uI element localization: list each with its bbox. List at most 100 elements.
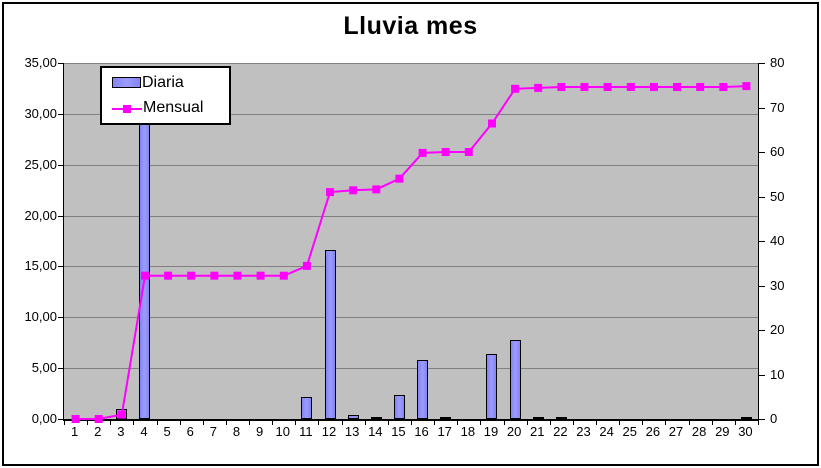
left-axis-tick [58,215,63,217]
x-axis-tick [179,421,181,425]
bar-day-30[interactable] [740,417,752,419]
x-axis-label: 29 [715,424,730,439]
mensual-marker-day-28[interactable] [696,83,705,91]
mensual-marker-day-18[interactable] [464,148,473,156]
mensual-marker-day-7[interactable] [210,271,219,280]
right-axis-label: 80 [770,55,785,70]
x-axis-label: 23 [576,424,591,439]
x-axis-tick [364,421,366,425]
gridline [64,266,758,268]
mensual-marker-day-22[interactable] [557,83,566,91]
mensual-marker-day-25[interactable] [626,83,635,91]
mensual-marker-day-9[interactable] [256,271,265,280]
mensual-marker-day-14[interactable] [372,185,381,194]
mensual-marker-day-6[interactable] [187,271,196,280]
x-axis-label: 7 [209,424,217,439]
bar-day-14[interactable] [370,417,382,419]
x-axis-tick [549,421,551,425]
mensual-marker-day-21[interactable] [534,83,543,92]
x-axis-tick [503,421,505,425]
bar-day-11[interactable] [301,397,313,419]
x-axis-label: 28 [691,424,707,439]
left-axis-label: 35,00 [24,55,57,70]
bar-day-22[interactable] [555,417,567,419]
bar-day-15[interactable] [393,395,405,419]
x-axis-tick [711,421,713,425]
mensual-marker-day-3[interactable] [117,410,126,419]
x-axis-label: 30 [738,424,753,439]
x-axis-tick [619,421,621,425]
right-axis-tick [759,63,765,64]
left-axis-tick [58,419,63,420]
mensual-marker-day-19[interactable] [488,119,496,128]
mensual-marker-day-20[interactable] [511,84,520,93]
mensual-marker-day-2[interactable] [94,415,103,423]
x-axis-tick [457,421,459,425]
mensual-marker-day-13[interactable] [349,186,358,195]
mensual-line[interactable] [75,85,747,420]
x-axis-label: 1 [70,424,79,439]
legend-item-mensual[interactable]: Mensual [112,97,229,119]
bar-day-19[interactable] [486,354,498,419]
mensual-marker-day-16[interactable] [418,148,427,157]
x-axis-tick [734,421,736,425]
mensual-marker-day-1[interactable] [71,415,80,423]
x-axis-label: 2 [94,424,102,439]
mensual-marker-day-15[interactable] [395,174,404,183]
mensual-marker-day-8[interactable] [233,271,242,280]
x-axis-tick [249,421,251,425]
mensual-marker-day-23[interactable] [580,83,589,91]
mensual-marker-day-27[interactable] [673,83,681,91]
mensual-marker-day-12[interactable] [326,188,334,197]
left-axis-tick [58,113,63,115]
x-axis-tick [411,421,412,425]
x-axis-label: 26 [645,424,661,439]
mensual-marker-day-5[interactable] [164,271,173,280]
mensual-series[interactable] [64,63,758,423]
x-axis-label: 18 [460,424,476,439]
x-axis-label: 4 [140,424,148,439]
bar-day-12[interactable] [324,250,336,419]
x-axis-tick [434,421,436,425]
left-axis-label: 0,00 [31,411,57,426]
right-axis-tick [759,374,765,376]
x-axis-tick [341,421,343,425]
x-axis-label: 12 [321,424,337,439]
mensual-marker-day-4[interactable] [141,271,149,280]
bar-day-16[interactable] [417,360,429,419]
mensual-marker-day-17[interactable] [441,148,450,156]
bar-day-13[interactable] [347,415,359,419]
x-axis-label: 27 [668,424,684,439]
right-axis-label: 40 [770,233,785,248]
right-axis-tick [759,330,765,331]
x-axis-label: 19 [483,424,499,439]
mensual-marker-day-26[interactable] [649,83,658,91]
bar-day-17[interactable] [440,417,452,419]
x-axis-tick [688,421,690,425]
left-axis-label: 25,00 [24,156,57,172]
legend-item-diaria[interactable]: Diaria [112,72,229,94]
x-axis-tick [133,421,135,425]
mensual-line-marker-icon [112,103,142,114]
x-axis-tick [642,421,644,425]
x-axis-label: 3 [117,424,125,439]
bar-day-20[interactable] [509,340,521,419]
x-axis-tick [202,421,204,425]
legend[interactable]: Diaria Mensual [100,66,231,125]
gridline [64,368,758,370]
mensual-marker-day-24[interactable] [603,83,612,91]
mensual-marker-day-11[interactable] [302,261,311,270]
mensual-marker-day-30[interactable] [742,82,751,91]
gridline [64,63,758,64]
x-axis-label: 9 [256,424,264,439]
x-axis-label: 20 [506,424,522,439]
legend-label-mensual: Mensual [143,99,204,117]
x-axis-label: 13 [344,424,360,439]
mensual-marker-day-29[interactable] [719,83,728,91]
right-axis-label: 30 [770,277,785,293]
x-axis-label: 8 [232,424,241,439]
right-axis-tick [759,419,765,420]
bar-day-21[interactable] [532,417,544,419]
x-axis-label: 22 [553,424,568,439]
mensual-marker-day-10[interactable] [279,271,288,280]
